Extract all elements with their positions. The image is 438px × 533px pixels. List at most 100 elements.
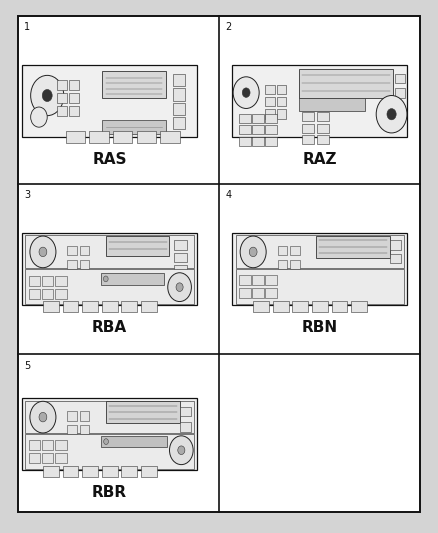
Bar [290, 260, 300, 269]
Bar [102, 301, 117, 312]
Bar [273, 301, 289, 312]
Circle shape [170, 436, 193, 465]
Bar [180, 407, 191, 416]
Bar [232, 66, 407, 137]
Bar [302, 112, 314, 122]
Circle shape [104, 439, 109, 445]
Bar [351, 301, 367, 312]
Bar [63, 466, 78, 477]
Bar [174, 265, 187, 274]
Circle shape [31, 75, 64, 116]
Bar [141, 466, 157, 477]
Bar [312, 301, 328, 312]
Bar [67, 425, 77, 434]
Circle shape [242, 88, 250, 98]
Bar [173, 88, 185, 101]
Bar [69, 79, 79, 90]
Bar [101, 273, 164, 285]
Bar [265, 275, 277, 285]
Bar [55, 276, 67, 286]
Circle shape [30, 401, 56, 433]
Bar [302, 135, 314, 144]
Bar [22, 399, 197, 471]
Bar [43, 466, 59, 477]
Bar [67, 411, 77, 421]
Text: RBN: RBN [302, 320, 338, 335]
Bar [25, 236, 194, 268]
Circle shape [168, 273, 191, 302]
Bar [317, 124, 328, 133]
Bar [141, 301, 157, 312]
Bar [277, 109, 286, 118]
Bar [173, 103, 185, 115]
Bar [278, 246, 287, 255]
Bar [55, 440, 67, 450]
Circle shape [388, 281, 395, 289]
Bar [42, 289, 53, 300]
Bar [42, 276, 53, 286]
Text: RAS: RAS [92, 152, 127, 167]
Circle shape [176, 283, 183, 292]
Bar [22, 233, 197, 305]
Bar [239, 136, 251, 146]
Bar [69, 93, 79, 103]
Bar [102, 120, 166, 134]
Text: 1: 1 [24, 22, 30, 33]
Bar [265, 125, 277, 134]
Bar [239, 275, 251, 285]
Bar [180, 422, 191, 432]
Bar [265, 114, 277, 123]
Bar [299, 99, 365, 111]
Bar [332, 301, 347, 312]
Bar [265, 288, 277, 298]
Bar [173, 117, 185, 130]
Bar [265, 85, 275, 94]
Bar [390, 240, 401, 250]
Bar [89, 131, 109, 143]
Bar [277, 85, 286, 94]
Bar [265, 136, 277, 146]
Bar [66, 131, 85, 143]
Text: 2: 2 [226, 22, 232, 33]
Circle shape [233, 77, 259, 109]
Bar [236, 269, 404, 304]
Bar [277, 97, 286, 106]
Bar [57, 106, 67, 116]
Circle shape [42, 90, 52, 102]
Bar [102, 466, 117, 477]
Bar [232, 233, 407, 305]
Bar [80, 246, 89, 255]
Bar [63, 301, 78, 312]
Text: RBR: RBR [92, 485, 127, 500]
Circle shape [103, 276, 108, 282]
Bar [80, 425, 89, 434]
Bar [299, 69, 393, 98]
Text: RBA: RBA [92, 320, 127, 335]
Bar [302, 124, 314, 133]
Bar [22, 66, 197, 137]
Bar [121, 466, 137, 477]
Bar [57, 93, 67, 103]
Circle shape [240, 236, 266, 268]
Bar [265, 109, 275, 118]
Bar [317, 135, 328, 144]
Bar [317, 112, 328, 122]
Bar [80, 411, 89, 421]
Circle shape [39, 247, 47, 257]
Bar [67, 246, 77, 255]
Bar [43, 301, 59, 312]
Bar [69, 106, 79, 116]
Bar [173, 74, 185, 86]
Bar [113, 131, 132, 143]
Circle shape [39, 413, 47, 422]
Bar [55, 453, 67, 463]
Bar [25, 434, 194, 469]
Bar [29, 276, 40, 286]
Bar [252, 114, 264, 123]
Text: 3: 3 [24, 190, 30, 200]
Bar [239, 114, 251, 123]
Bar [82, 466, 98, 477]
Bar [239, 288, 251, 298]
Circle shape [249, 247, 257, 257]
Bar [174, 240, 187, 250]
